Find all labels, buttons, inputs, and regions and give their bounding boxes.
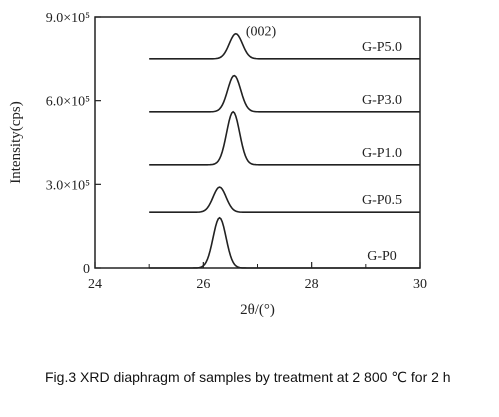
series-label: G-P1.0 <box>362 146 402 161</box>
series-line-g-p0-5 <box>149 186 420 214</box>
series-labels: G-P0 G-P0.5 G-P1.0 G-P3.0 G-P5.0 <box>362 40 402 264</box>
peak-annotation: (002) <box>246 25 277 40</box>
x-tick-label: 24 <box>88 277 102 292</box>
y-tick-label: 3.0×10⁵ <box>46 178 90 193</box>
series-line-g-p5-0 <box>149 32 420 60</box>
x-axis-title: 2θ/(°) <box>240 302 275 318</box>
series-label: G-P3.0 <box>362 93 402 108</box>
series-line-g-p1-0 <box>149 110 420 166</box>
series-label: G-P0 <box>367 249 397 264</box>
series-label: G-P0.5 <box>362 193 402 208</box>
x-tick-label: 30 <box>413 277 427 292</box>
y-axis: 0 3.0×10⁵ 6.0×10⁵ 9.0×10⁵ <box>46 11 101 277</box>
y-tick-label: 0 <box>83 262 90 277</box>
x-axis: 24 26 28 30 <box>88 262 427 292</box>
series-lines <box>149 32 420 269</box>
y-tick-label: 6.0×10⁵ <box>46 95 90 110</box>
series-line-g-p3-0 <box>149 74 420 113</box>
x-tick-label: 26 <box>196 277 210 292</box>
y-axis-title: Intensity(cps) <box>8 101 24 183</box>
series-label: G-P5.0 <box>362 40 402 55</box>
x-tick-label: 28 <box>305 277 319 292</box>
figure-caption: Fig.3 XRD diaphragm of samples by treatm… <box>45 369 451 385</box>
series-line-g-p0 <box>149 216 420 269</box>
y-tick-label: 9.0×10⁵ <box>46 11 90 26</box>
